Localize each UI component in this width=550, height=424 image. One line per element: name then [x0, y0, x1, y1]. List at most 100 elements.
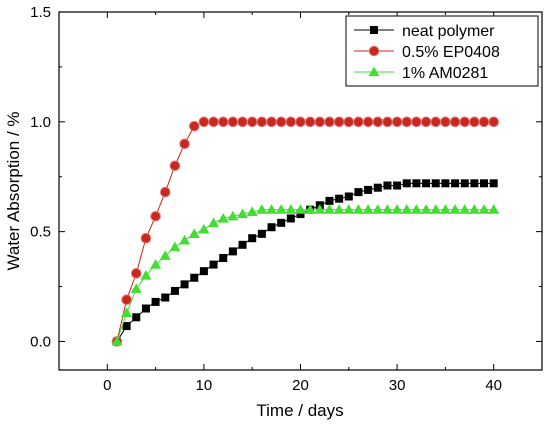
- data-point: [122, 322, 131, 331]
- data-point: [343, 116, 355, 128]
- data-point: [383, 181, 392, 190]
- legend-marker: [368, 66, 380, 77]
- series-3: [111, 204, 500, 346]
- data-point: [111, 335, 123, 346]
- data-point: [364, 185, 373, 194]
- data-point: [468, 204, 480, 214]
- x-tick-label: 40: [485, 377, 502, 394]
- data-point: [391, 204, 403, 214]
- data-point: [275, 204, 287, 214]
- data-point: [354, 188, 363, 197]
- data-point: [335, 194, 344, 203]
- data-point: [285, 116, 297, 128]
- data-point: [304, 204, 316, 214]
- legend-label: neat polymer: [402, 23, 495, 40]
- series-1: [112, 179, 498, 346]
- data-point: [150, 210, 161, 222]
- data-point: [151, 297, 160, 306]
- data-point: [219, 253, 228, 262]
- data-point: [323, 204, 335, 214]
- axis-ticks: 0 10 20 30 40 0.0 0.5 1.0 1.5: [30, 4, 542, 394]
- data-point: [431, 179, 440, 188]
- data-point: [295, 116, 306, 128]
- data-point: [237, 116, 248, 128]
- data-point: [324, 116, 335, 128]
- series-line: [116, 121, 494, 342]
- data-point: [441, 179, 450, 188]
- data-point: [362, 204, 374, 214]
- series-line: [116, 182, 494, 342]
- series-layer: [111, 116, 500, 347]
- y-tick-label: 1.0: [30, 114, 51, 131]
- legend-label: 1% AM0281: [402, 65, 488, 82]
- data-point: [180, 280, 189, 289]
- data-point: [295, 204, 306, 214]
- data-point: [362, 116, 374, 128]
- data-point: [393, 181, 402, 190]
- data-point: [208, 116, 219, 128]
- data-point: [209, 260, 218, 269]
- data-point: [478, 204, 490, 214]
- series-2: [111, 116, 500, 347]
- data-point: [238, 240, 247, 249]
- data-point: [333, 116, 345, 128]
- data-point: [459, 116, 471, 128]
- x-axis-label: Time / days: [256, 401, 343, 420]
- data-point: [169, 241, 181, 252]
- data-point: [286, 214, 295, 223]
- data-point: [188, 228, 200, 238]
- data-point: [188, 120, 200, 132]
- legend-marker: [370, 26, 378, 34]
- data-point: [382, 116, 393, 128]
- series-line: [116, 209, 494, 342]
- data-point: [159, 186, 171, 198]
- x-tick-label: 20: [292, 377, 309, 394]
- data-point: [246, 206, 258, 216]
- data-point: [217, 212, 229, 223]
- data-point: [460, 179, 469, 188]
- data-point: [246, 116, 258, 128]
- data-point: [325, 196, 334, 205]
- data-point: [198, 223, 210, 234]
- y-tick-label: 0.5: [30, 224, 51, 241]
- data-point: [449, 116, 461, 128]
- data-point: [217, 116, 229, 128]
- data-point: [304, 116, 316, 128]
- x-tick-label: 30: [389, 377, 406, 394]
- data-point: [227, 116, 239, 128]
- legend-label: 0.5% EP0408: [402, 44, 500, 61]
- data-point: [480, 179, 489, 188]
- data-point: [440, 116, 451, 128]
- data-point: [257, 229, 266, 238]
- data-point: [277, 218, 286, 227]
- data-point: [478, 116, 490, 128]
- y-tick-label: 0.0: [30, 333, 51, 350]
- data-point: [248, 234, 257, 243]
- data-point: [199, 267, 208, 276]
- data-point: [391, 116, 403, 128]
- data-point: [489, 179, 498, 188]
- data-point: [488, 204, 500, 214]
- data-point: [430, 204, 442, 214]
- x-tick-label: 10: [196, 377, 213, 394]
- data-point: [372, 116, 384, 128]
- data-point: [373, 183, 382, 192]
- data-point: [314, 116, 326, 128]
- data-point: [411, 116, 422, 128]
- data-point: [179, 138, 190, 150]
- data-point: [459, 204, 471, 214]
- data-point: [150, 259, 162, 269]
- legend-marker: [368, 45, 380, 57]
- data-point: [381, 204, 393, 214]
- data-point: [488, 116, 500, 128]
- data-point: [420, 116, 432, 128]
- data-point: [130, 268, 142, 279]
- y-tick-label: 1.5: [30, 4, 51, 21]
- data-point: [296, 210, 305, 219]
- data-point: [285, 204, 297, 214]
- data-point: [439, 204, 451, 214]
- data-point: [121, 307, 133, 318]
- data-point: [237, 208, 249, 219]
- data-point: [198, 116, 210, 128]
